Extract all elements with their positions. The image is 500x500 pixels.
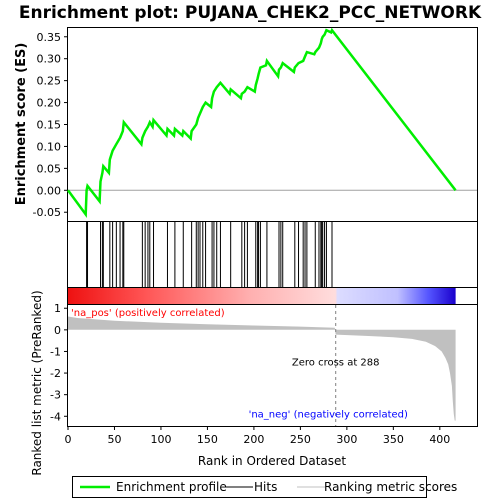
x-tick-label: 150 <box>197 433 218 446</box>
es-y-tick-label: 0.20 <box>37 97 62 110</box>
es-y-axis-label: Enrichment score (ES) <box>14 43 29 206</box>
zero-cross-label: Zero cross at 288 <box>292 358 380 369</box>
es-y-axis: 0.35 0.30 0.25 0.20 0.15 0.10 0.05 0.00 -0.05 <box>33 31 68 219</box>
x-tick-label: 200 <box>243 433 264 446</box>
metric-y-tick-label: -1 <box>50 345 61 358</box>
x-tick-label: 250 <box>290 433 311 446</box>
es-y-tick-label: 0.15 <box>37 119 62 132</box>
x-tick-label: 100 <box>150 433 171 446</box>
x-tick-label: 400 <box>429 433 450 446</box>
enrichment-profile-line <box>66 27 457 219</box>
legend-enrichment-label: Enrichment profile <box>116 480 227 494</box>
ranking-metric-area <box>68 316 456 421</box>
metric-panel: 1 0 -1 -2 -3 -4 'na_pos' (positively correlat… <box>30 290 478 476</box>
x-axis: 0 50 100 150 200 250 300 350 400 <box>65 426 450 446</box>
es-y-tick-label: 0.10 <box>37 140 62 153</box>
legend: Enrichment profile Hits Ranking metric s… <box>72 476 457 498</box>
metric-y-tick-label: -4 <box>50 410 61 423</box>
metric-y-tick-label: -3 <box>50 389 61 402</box>
negative-correlation-label: 'na_neg' (negatively correlated) <box>249 409 408 420</box>
hit-lines <box>86 222 333 287</box>
x-tick-label: 350 <box>383 433 404 446</box>
legend-metric-label: Ranking metric scores <box>324 480 457 494</box>
es-y-tick-label: 0.00 <box>37 184 62 197</box>
hits-panel-frame <box>67 221 478 288</box>
metric-y-axis: 1 0 -1 -2 -3 -4 <box>50 302 68 423</box>
positive-correlation-label: 'na_pos' (positively correlated) <box>71 308 225 319</box>
metric-y-tick-label: -2 <box>50 367 61 380</box>
x-tick-label: 0 <box>65 433 72 446</box>
rank-heatmap-strip <box>67 287 478 305</box>
es-y-tick-label: 0.05 <box>37 162 62 175</box>
es-y-tick-label: 0.25 <box>37 75 62 88</box>
legend-hits-label: Hits <box>254 480 277 494</box>
es-y-tick-label: 0.35 <box>37 31 62 44</box>
es-panel-frame <box>67 27 478 222</box>
metric-y-tick-label: 1 <box>54 302 61 315</box>
es-y-tick-label: -0.05 <box>33 206 61 219</box>
es-y-tick-label: 0.30 <box>37 53 62 66</box>
metric-y-axis-label: Ranked list metric (PreRanked) <box>30 290 44 475</box>
x-tick-label: 50 <box>107 433 121 446</box>
x-tick-label: 300 <box>336 433 357 446</box>
metric-y-tick-label: 0 <box>54 324 61 337</box>
x-axis-label: Rank in Ordered Dataset <box>198 454 346 468</box>
chart-title: Enrichment plot: PUJANA_CHEK2_PCC_NETWOR… <box>19 3 482 23</box>
es-panel: 0.35 0.30 0.25 0.20 0.15 0.10 0.05 0.00 -0.05 En… <box>14 27 478 222</box>
hits-panel <box>67 221 478 288</box>
heatmap-bar <box>68 288 456 304</box>
